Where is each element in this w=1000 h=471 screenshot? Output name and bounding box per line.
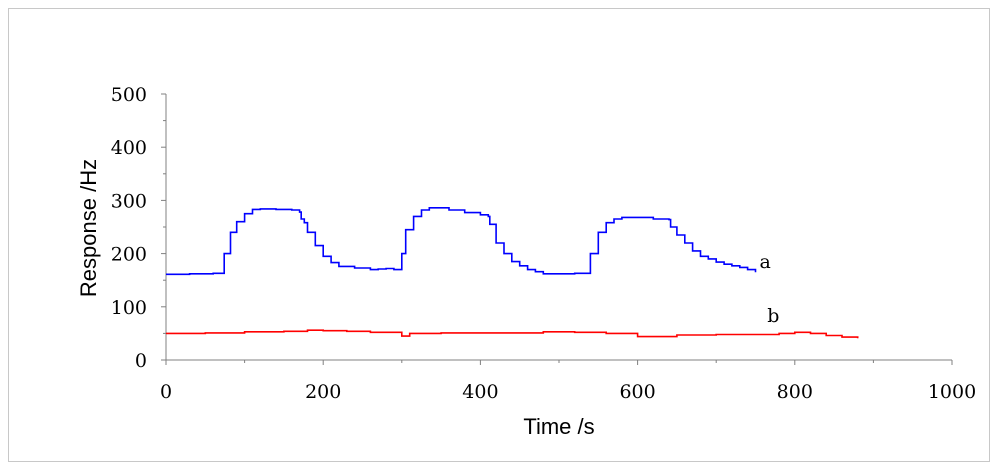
y-tick-label: 500: [111, 84, 147, 106]
series-label-b: b: [767, 305, 779, 327]
y-tick-label: 200: [111, 244, 147, 266]
axes: [161, 93, 953, 365]
series-labels: ab: [760, 251, 780, 327]
chart-frame: [8, 8, 990, 462]
series-line-a: [166, 207, 757, 276]
x-tick-label: 0: [160, 381, 172, 403]
y-tick-label: 300: [111, 190, 147, 212]
y-tick-label: 400: [111, 137, 147, 159]
y-tick-label: 0: [135, 350, 147, 372]
series-label-a: a: [760, 251, 771, 273]
plot-area: [166, 207, 859, 339]
x-tick-label: 800: [777, 381, 813, 403]
series-line-b: [166, 329, 859, 339]
x-tick-label: 200: [305, 381, 341, 403]
x-tick-label: 1000: [928, 381, 976, 403]
x-tick-label: 400: [462, 381, 498, 403]
y-axis-title: Response /Hz: [76, 159, 101, 297]
tick-labels: 0 100 200 300 400 500 0 200 400 600 800 1000: [111, 84, 976, 403]
x-axis-title: Time /s: [523, 414, 594, 439]
x-tick-label: 600: [619, 381, 655, 403]
y-tick-label: 100: [111, 297, 147, 319]
